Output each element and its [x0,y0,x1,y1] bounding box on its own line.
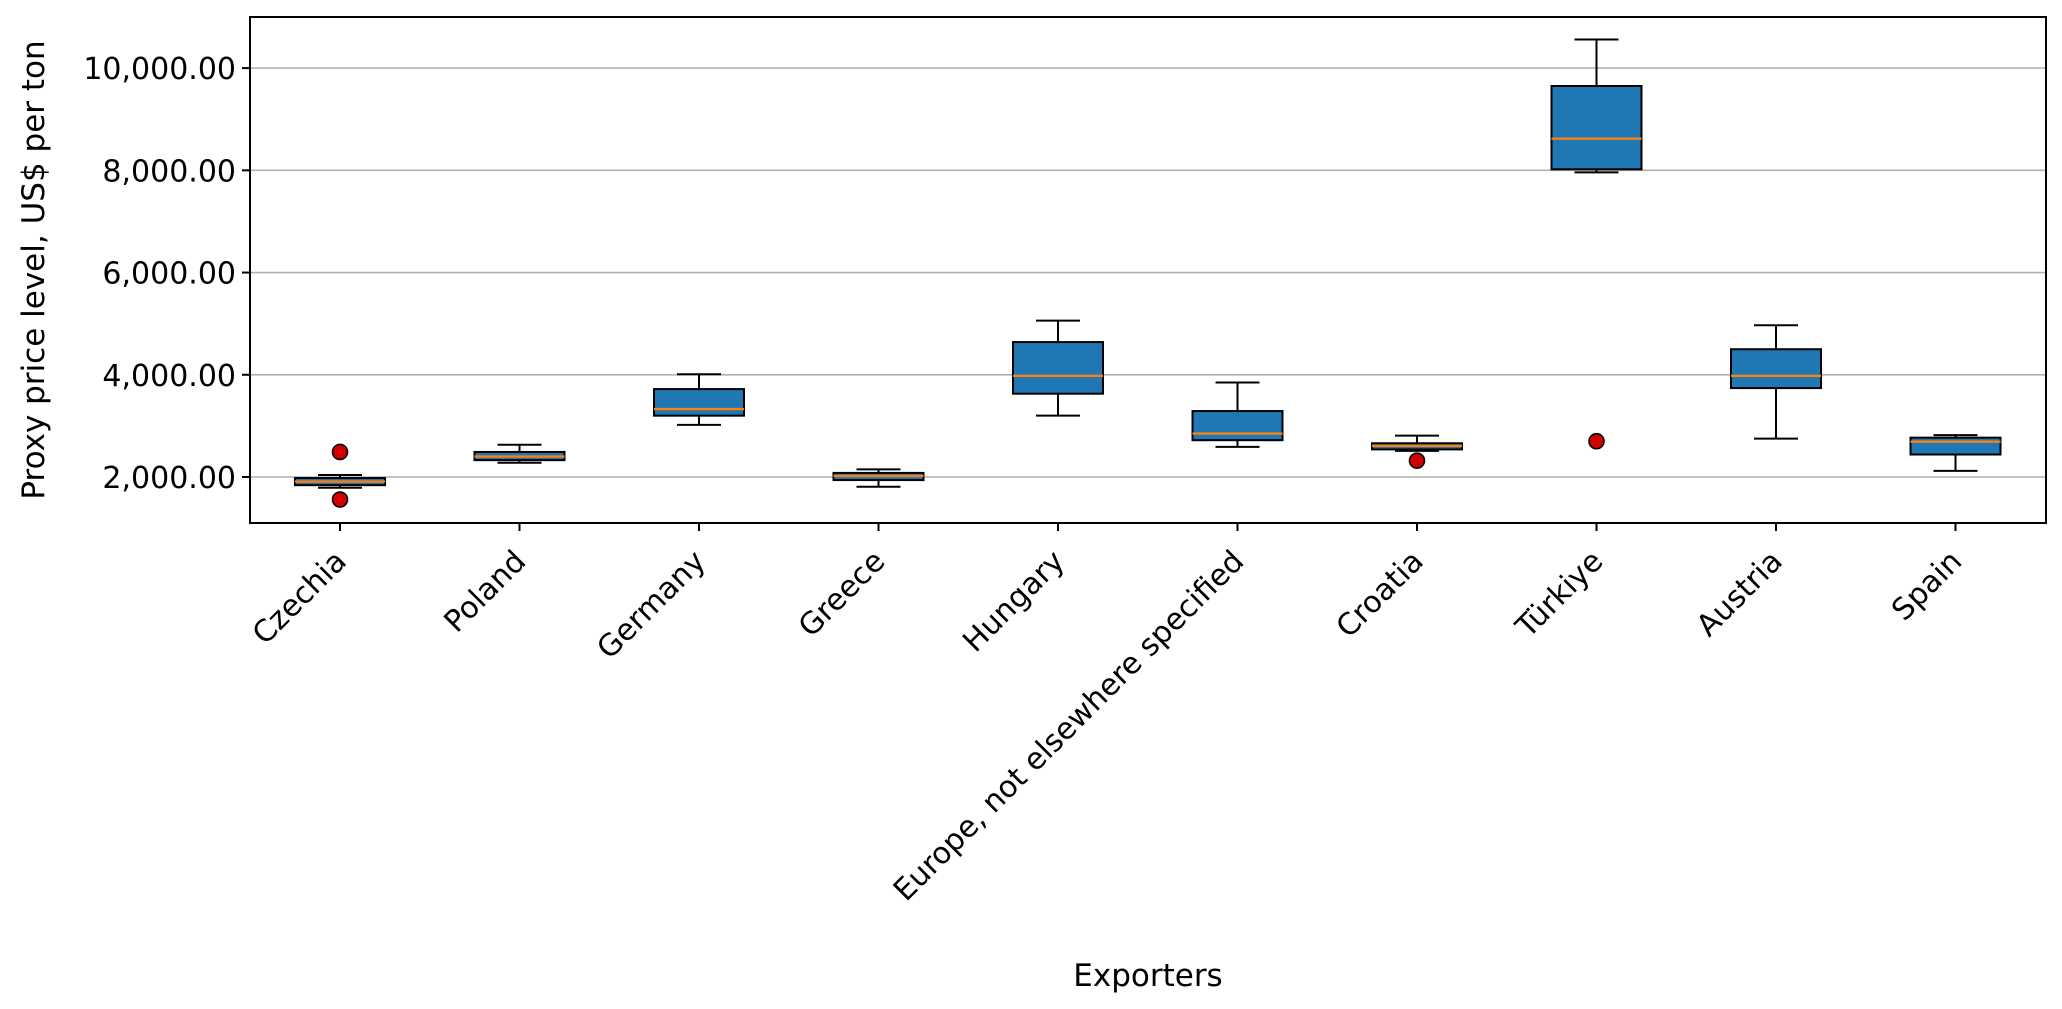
iqr-box [1730,348,1822,390]
x-tick-label: Germany [590,544,712,666]
iqr-box [1012,341,1104,395]
y-tick-label: 4,000.00 [102,359,236,394]
boxes [294,38,2002,508]
outlier-point [331,491,349,508]
y-tick-label: 10,000.00 [83,52,236,87]
x-tick-label: Türkiye [1509,544,1610,645]
iqr-box [653,388,745,417]
outlier-point [1408,452,1426,469]
box-4 [1012,319,1104,417]
x-tick-label: Austria [1690,544,1790,644]
box-2 [653,373,745,426]
box-6 [1371,434,1463,469]
x-axis-label: Exporters [1073,958,1222,994]
y-tick-label: 2,000.00 [102,461,236,496]
y-axis-ticks: 2,000.00 4,000.00 6,000.00 8,000.00 10,000.0… [83,52,250,496]
iqr-box [1909,436,2002,456]
box-7 [1550,38,1643,450]
x-tick-label: Spain [1885,544,1969,628]
iqr-box [1550,85,1643,171]
x-tick-label: Poland [438,544,534,640]
x-axis-ticks: Czechia Poland Germany Greece HungaryEurope,… [246,523,1969,908]
box-0 [294,443,386,508]
iqr-box [1191,410,1284,442]
x-tick-label: Greece [792,544,892,644]
outlier-point [331,443,349,461]
x-tick-label: Croatia [1330,544,1431,645]
box-1 [473,443,566,464]
x-tick-label: Czechia [246,544,354,652]
x-tick-label: Hungary [956,544,1071,659]
plot-frame [249,16,2047,524]
box-9 [1909,434,2002,472]
outlier-point [1588,432,1605,450]
box-3 [832,468,925,488]
x-tick-label: Europe, not elsewhere specified [887,544,1251,908]
y-tick-label: 8,000.00 [102,154,236,189]
box-8 [1730,324,1822,440]
y-axis-label: Proxy price level, US$ per ton [16,40,52,499]
box-5 [1191,381,1284,448]
y-tick-label: 6,000.00 [102,257,236,292]
